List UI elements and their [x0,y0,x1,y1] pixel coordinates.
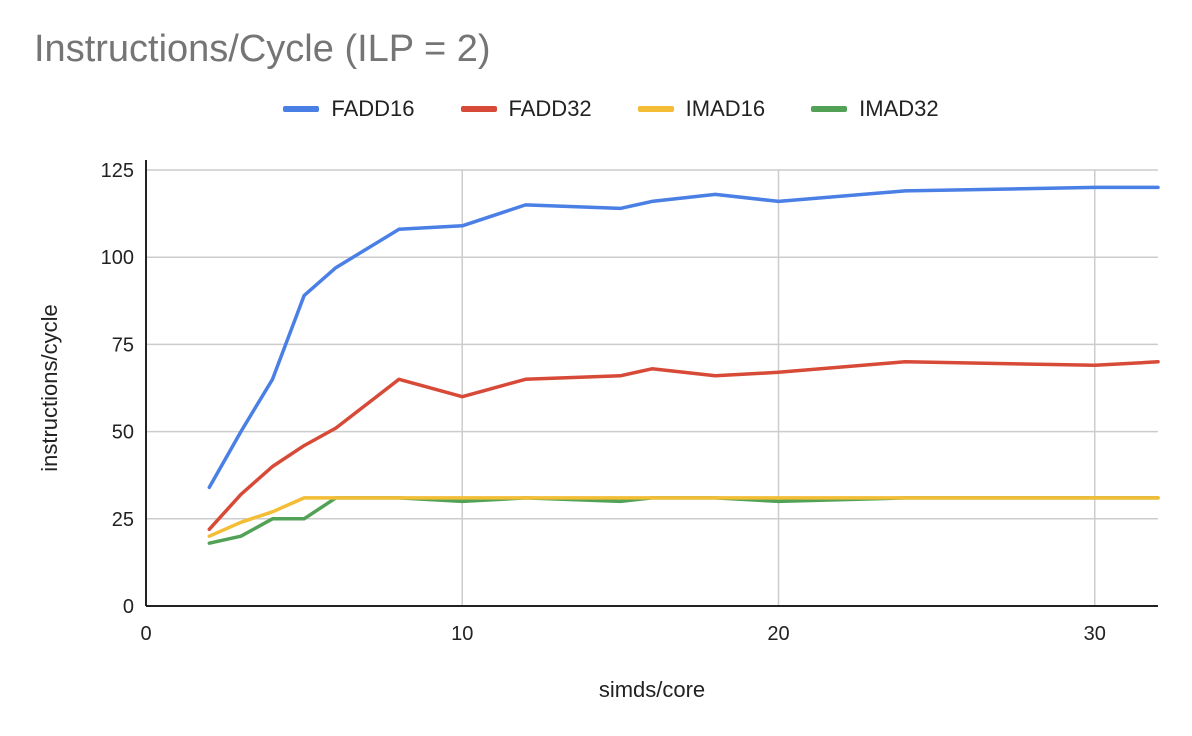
series-line-imad32 [207,496,1160,545]
x-axis-label: simds/core [599,677,705,702]
legend-item-fadd16: FADD16 [283,96,415,122]
y-tick-label: 125 [101,160,134,182]
y-tick-label: 50 [112,422,134,444]
x-tick-label: 10 [451,623,473,645]
legend: FADD16 FADD32 IMAD16 IMAD32 [0,96,1192,122]
legend-label: FADD32 [508,96,592,121]
legend-label: IMAD16 [685,96,766,121]
series-lines [207,185,1160,545]
legend-label: IMAD32 [859,96,939,121]
legend-swatch [637,106,674,112]
y-tick-label: 100 [101,247,134,269]
x-tick-label: 20 [767,623,789,645]
y-tick-label: 75 [112,334,134,356]
legend-item-fadd32: FADD32 [460,96,592,122]
legend-swatch [460,106,497,112]
x-tick-label: 0 [140,623,151,645]
legend-item-imad16: IMAD16 [637,96,766,122]
series-line-imad16 [207,496,1160,538]
y-tick-label: 25 [112,509,134,531]
y-axis-label: instructions/cycle [37,304,62,472]
x-tick-label: 30 [1084,623,1106,645]
legend-swatch [283,106,320,112]
chart-title: Instructions/Cycle (ILP = 2) [34,28,491,70]
tick-labels: 0 25 50 75 100 125 0 10 20 30 [101,160,1106,645]
legend-swatch [811,106,848,112]
axes [145,160,1158,607]
legend-label: FADD16 [331,96,415,121]
legend-item-imad32: IMAD32 [811,96,939,122]
y-tick-label: 0 [123,596,134,618]
series-line-fadd32 [207,360,1160,532]
series-line-fadd16 [207,185,1160,490]
grid-lines [146,169,1158,606]
